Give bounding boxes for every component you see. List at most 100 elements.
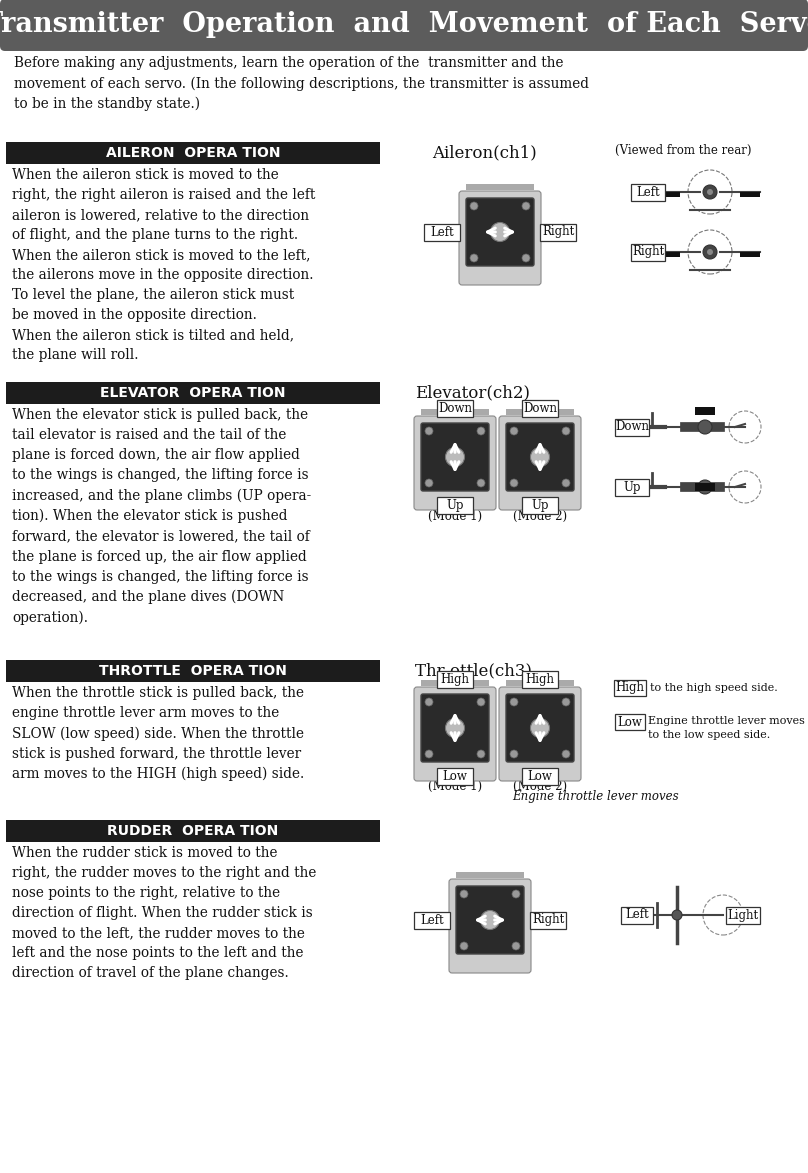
Bar bbox=[6, 142, 380, 164]
Circle shape bbox=[703, 245, 717, 259]
Circle shape bbox=[707, 249, 713, 255]
Circle shape bbox=[698, 480, 712, 494]
Circle shape bbox=[510, 427, 518, 435]
Circle shape bbox=[445, 719, 465, 738]
Text: (Viewed from the rear): (Viewed from the rear) bbox=[615, 144, 751, 157]
Bar bbox=[456, 872, 524, 879]
Bar bbox=[660, 252, 680, 257]
Bar bbox=[522, 671, 558, 689]
Circle shape bbox=[425, 750, 433, 758]
Text: When the aileron stick is moved to the
right, the right aileron is raised and th: When the aileron stick is moved to the r… bbox=[12, 168, 315, 362]
Circle shape bbox=[425, 479, 433, 487]
Text: Low: Low bbox=[443, 769, 468, 784]
Circle shape bbox=[531, 447, 549, 467]
Bar bbox=[615, 419, 649, 435]
Bar bbox=[522, 400, 558, 416]
Bar bbox=[614, 680, 646, 696]
FancyBboxPatch shape bbox=[459, 191, 541, 285]
Text: (Mode 2): (Mode 2) bbox=[513, 780, 567, 793]
Text: Thr ottle(ch3): Thr ottle(ch3) bbox=[415, 662, 532, 679]
Text: Engine throttle lever moves
to the low speed side.: Engine throttle lever moves to the low s… bbox=[648, 717, 805, 740]
Text: Down: Down bbox=[523, 402, 557, 415]
Bar bbox=[660, 192, 680, 197]
Circle shape bbox=[425, 698, 433, 706]
Text: High: High bbox=[616, 682, 645, 694]
FancyBboxPatch shape bbox=[414, 416, 496, 510]
Bar bbox=[522, 768, 558, 785]
Bar bbox=[615, 714, 645, 730]
Text: When the throttle stick is pulled back, the
engine throttle lever arm moves to t: When the throttle stick is pulled back, … bbox=[12, 686, 305, 781]
Circle shape bbox=[477, 479, 485, 487]
Bar bbox=[522, 497, 558, 514]
Bar bbox=[621, 907, 653, 923]
Circle shape bbox=[672, 910, 682, 920]
Text: (Mode 2): (Mode 2) bbox=[513, 510, 567, 523]
Bar bbox=[437, 768, 473, 785]
Bar bbox=[506, 409, 574, 415]
Text: (Mode 1): (Mode 1) bbox=[428, 510, 482, 523]
Circle shape bbox=[512, 942, 520, 950]
Circle shape bbox=[510, 750, 518, 758]
Text: Up: Up bbox=[623, 481, 641, 494]
Text: Down: Down bbox=[615, 420, 649, 434]
FancyBboxPatch shape bbox=[421, 423, 489, 491]
Circle shape bbox=[562, 750, 570, 758]
Circle shape bbox=[522, 255, 530, 262]
Text: AILERON  OPERA TION: AILERON OPERA TION bbox=[106, 145, 280, 160]
Text: Right: Right bbox=[632, 245, 664, 258]
Bar bbox=[540, 224, 576, 240]
Text: Elevator(ch2): Elevator(ch2) bbox=[415, 384, 530, 401]
FancyBboxPatch shape bbox=[449, 879, 531, 972]
Text: Left: Left bbox=[625, 909, 649, 922]
Bar bbox=[631, 183, 665, 201]
Circle shape bbox=[512, 890, 520, 899]
Text: Left: Left bbox=[430, 225, 454, 238]
Circle shape bbox=[490, 223, 510, 242]
FancyBboxPatch shape bbox=[421, 694, 489, 762]
Bar bbox=[421, 680, 489, 686]
Text: to the high speed side.: to the high speed side. bbox=[650, 683, 778, 693]
Circle shape bbox=[562, 698, 570, 706]
Circle shape bbox=[460, 942, 468, 950]
Bar bbox=[695, 483, 715, 491]
Text: Down: Down bbox=[438, 402, 472, 415]
Text: (Mode 1): (Mode 1) bbox=[428, 780, 482, 793]
Text: Light: Light bbox=[727, 909, 759, 922]
Bar bbox=[437, 671, 473, 689]
FancyBboxPatch shape bbox=[499, 416, 581, 510]
Text: When the rudder stick is moved to the
right, the rudder moves to the right and t: When the rudder stick is moved to the ri… bbox=[12, 846, 317, 981]
Bar bbox=[437, 400, 473, 416]
Bar bbox=[740, 252, 760, 257]
Circle shape bbox=[460, 890, 468, 899]
Text: RUDDER  OPERA TION: RUDDER OPERA TION bbox=[107, 823, 279, 838]
Text: Low: Low bbox=[528, 769, 553, 784]
Text: Before making any adjustments, learn the operation of the  transmitter and the
m: Before making any adjustments, learn the… bbox=[14, 56, 589, 111]
FancyBboxPatch shape bbox=[0, 0, 808, 50]
Circle shape bbox=[470, 202, 478, 210]
Bar bbox=[530, 911, 566, 929]
Bar bbox=[740, 192, 760, 197]
Circle shape bbox=[562, 427, 570, 435]
Text: Right: Right bbox=[532, 914, 564, 927]
Circle shape bbox=[510, 479, 518, 487]
FancyBboxPatch shape bbox=[499, 687, 581, 781]
Circle shape bbox=[531, 719, 549, 738]
Text: Left: Left bbox=[420, 914, 444, 927]
Text: ELEVATOR  OPERA TION: ELEVATOR OPERA TION bbox=[100, 386, 286, 400]
Circle shape bbox=[698, 420, 712, 434]
Text: When the elevator stick is pulled back, the
tail elevator is raised and the tail: When the elevator stick is pulled back, … bbox=[12, 408, 311, 625]
Text: Aileron(ch1): Aileron(ch1) bbox=[432, 144, 537, 161]
Bar bbox=[6, 382, 380, 404]
Bar bbox=[466, 184, 534, 190]
Bar bbox=[615, 479, 649, 495]
FancyBboxPatch shape bbox=[506, 423, 574, 491]
FancyBboxPatch shape bbox=[466, 198, 534, 266]
Bar bbox=[726, 907, 760, 923]
Circle shape bbox=[477, 750, 485, 758]
Bar bbox=[631, 244, 665, 260]
Bar bbox=[421, 409, 489, 415]
Bar bbox=[414, 911, 450, 929]
Circle shape bbox=[445, 447, 465, 467]
Circle shape bbox=[477, 698, 485, 706]
Text: Transmitter  Operation  and  Movement  of Each  Servo: Transmitter Operation and Movement of Ea… bbox=[0, 12, 808, 39]
